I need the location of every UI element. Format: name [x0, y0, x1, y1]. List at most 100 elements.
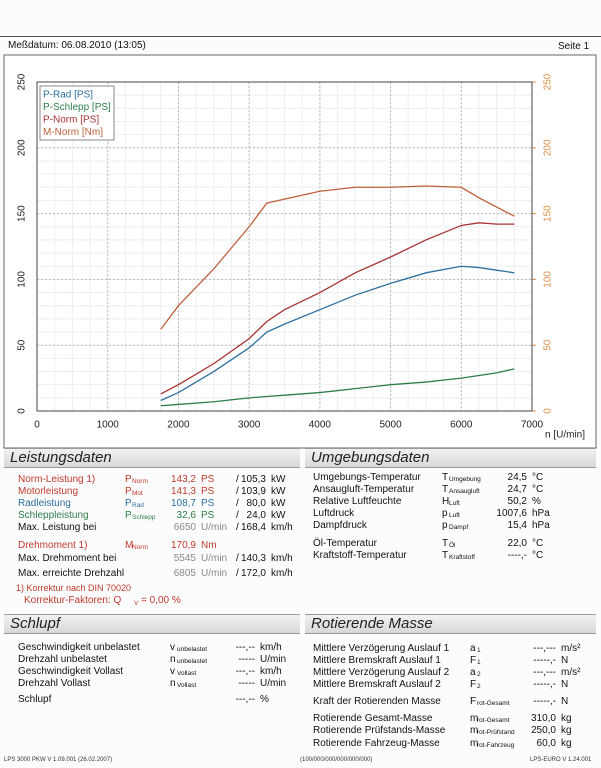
value: -----	[238, 678, 255, 689]
x-tick-label: 1000	[97, 420, 120, 431]
x-tick-label: 7000	[521, 420, 544, 431]
value: 80,0	[246, 498, 266, 509]
subscript: Öl	[449, 542, 456, 549]
row-label: Max. Leistung bei	[18, 522, 97, 533]
y2-tick-label: 0	[543, 408, 554, 414]
symbol: v	[170, 642, 175, 653]
value: 105,3	[240, 474, 266, 485]
x-tick-label: 2000	[167, 420, 190, 431]
unit: m/s²	[561, 667, 581, 678]
factor-label: Korrektur-Faktoren: Q	[24, 595, 122, 606]
row-label: Öl-Temperatur	[313, 538, 377, 549]
unit: kg	[561, 738, 572, 749]
symbol: T	[442, 472, 449, 483]
unit: U/min	[201, 568, 228, 579]
footer-center: (100/000/000/000/000/000)	[300, 757, 373, 763]
separator: /	[236, 522, 239, 533]
separator: /	[236, 553, 239, 564]
subscript: Umgebung	[449, 476, 481, 483]
symbol: n	[170, 678, 176, 689]
unit: PS	[201, 498, 215, 509]
row-label: Radleistung	[18, 498, 71, 509]
unit: kW	[271, 498, 286, 509]
x-tick-label: 0	[34, 420, 40, 431]
factor-sub: V	[134, 600, 139, 607]
value: ---,--	[235, 642, 255, 653]
y-tick-label: 0	[17, 408, 28, 414]
separator: /	[236, 474, 239, 485]
value: 172,0	[240, 568, 266, 579]
subscript: 1	[477, 647, 481, 654]
value: 168,4	[240, 522, 266, 533]
symbol: F	[470, 696, 477, 707]
row-label: Kraftstoff-Temperatur	[313, 550, 407, 561]
unit: °C	[532, 538, 544, 549]
section-title: Rotierende Masse	[305, 614, 596, 634]
legend-entry: M-Norm [Nm]	[43, 127, 103, 138]
symbol: v	[170, 666, 175, 677]
value: 108,7	[170, 498, 196, 509]
symbol: p	[442, 508, 448, 519]
unit: kW	[271, 510, 286, 521]
subscript: Vollast	[177, 670, 197, 677]
x-axis-label: n [U/min]	[545, 430, 585, 441]
unit: km/h	[260, 666, 282, 677]
value: -----,-	[533, 679, 556, 690]
symbol: P	[125, 486, 132, 497]
value: 6805	[173, 568, 196, 579]
symbol: P	[125, 498, 132, 509]
unit: km/h	[271, 568, 293, 579]
unit: kg	[561, 713, 572, 724]
unit: hPa	[532, 508, 550, 519]
unit: N	[561, 655, 569, 666]
plot-frame	[36, 81, 533, 412]
row-label: Mittlere Verzögerung Auslauf 1	[313, 643, 450, 654]
page-number: Seite 1	[558, 41, 590, 52]
subscript: Kraftstoff	[449, 554, 475, 561]
row-label: Dampfdruck	[313, 520, 367, 531]
symbol: m	[470, 713, 479, 724]
note: 1) Korrektur nach DIN 70020	[16, 583, 132, 593]
unit: U/min	[260, 678, 287, 689]
value: -----,-	[533, 696, 556, 707]
value: 250,0	[530, 725, 556, 736]
series-line	[160, 368, 515, 407]
subscript: Rad	[132, 502, 144, 509]
x-tick-label: 4000	[309, 420, 332, 431]
section-title: Leistungsdaten	[4, 448, 300, 468]
subscript: 1	[477, 659, 481, 666]
symbol: p	[442, 520, 448, 531]
value: ---,--	[235, 694, 255, 705]
value: 50,2	[507, 496, 527, 507]
unit: °C	[532, 484, 544, 495]
row-label: Drehzahl Vollast	[18, 678, 91, 689]
subscript: Vollast	[177, 682, 197, 689]
unit: %	[260, 694, 269, 705]
legend-entry: P-Norm [PS]	[43, 115, 99, 126]
row-label: Norm-Leistung 1)	[18, 474, 96, 485]
value: 170,9	[170, 540, 196, 551]
unit: %	[532, 496, 541, 507]
subscript: 2	[477, 683, 481, 690]
row-label: Ansaugluft-Temperatur	[313, 484, 415, 495]
unit: km/h	[271, 553, 293, 564]
subscript: rot-Gesamt	[477, 717, 510, 724]
value: 140,3	[240, 553, 266, 564]
section-title: Umgebungsdaten	[305, 448, 596, 468]
row-label: Rotierende Prüfstands-Masse	[313, 725, 446, 736]
top-rule	[0, 36, 601, 37]
subscript: Mot	[132, 490, 143, 497]
value: 6650	[173, 522, 196, 533]
separator: /	[236, 568, 239, 579]
unit: hPa	[532, 520, 550, 531]
value: -----,-	[533, 655, 556, 666]
section-title: Schlupf	[4, 614, 300, 634]
unit: Nm	[201, 540, 217, 551]
subscript: Dampf	[449, 524, 469, 531]
x-tick-label: 6000	[450, 420, 473, 431]
value: 22,0	[507, 538, 527, 549]
unit: km/h	[271, 522, 293, 533]
symbol: P	[125, 474, 132, 485]
series-line	[160, 265, 515, 402]
y2-tick-label: 150	[543, 205, 554, 222]
